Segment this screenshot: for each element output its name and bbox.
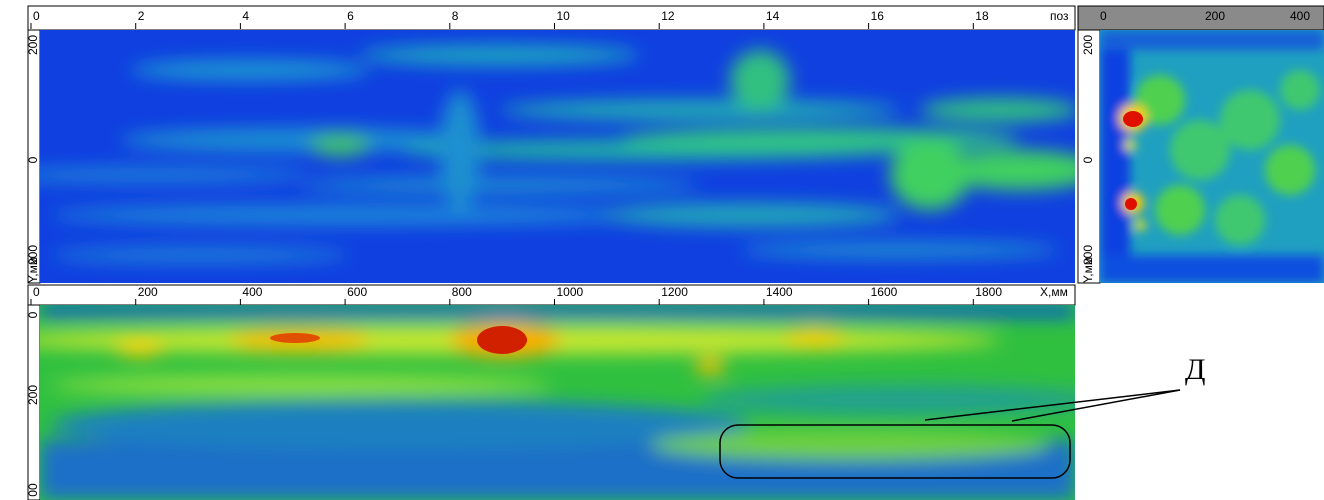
y-tick-label: 200 <box>1081 35 1095 55</box>
y-unit-label: Y,мм <box>26 257 40 283</box>
x-tick-label: 12 <box>661 9 675 23</box>
x-tick-label: 0 <box>33 285 40 299</box>
bottom-ruler <box>27 284 1076 306</box>
side-ruler <box>1077 5 1324 31</box>
x-tick-label: 200 <box>138 285 158 299</box>
y-unit-label: Y,мм <box>1081 257 1095 283</box>
x-tick-label: 8 <box>452 9 459 23</box>
top-ruler <box>27 5 1076 31</box>
x-tick-label: 1600 <box>871 285 898 299</box>
y-tick-label: 0 <box>26 156 40 163</box>
x-tick-label: 1800 <box>975 285 1002 299</box>
y-tick-label: 200 <box>26 245 40 265</box>
annotation-label: Д <box>1185 353 1205 386</box>
x-unit-label: X,мм <box>1040 285 1068 299</box>
x-tick-label: 10 <box>557 9 571 23</box>
y-tick-label: 0 <box>1081 156 1095 163</box>
x-tick-label: 600 <box>347 285 367 299</box>
x-tick-label: 400 <box>1290 9 1310 23</box>
x-tick-label: 6 <box>347 9 354 23</box>
highlight-region <box>719 424 1071 479</box>
bottom-heatmap <box>40 305 1075 500</box>
x-tick-label: 800 <box>452 285 472 299</box>
x-tick-label: 0 <box>1100 9 1107 23</box>
x-tick-label: 1400 <box>766 285 793 299</box>
x-tick-label: 0 <box>33 9 40 23</box>
x-tick-label: 1200 <box>661 285 688 299</box>
x-tick-label: 2 <box>138 9 145 23</box>
x-tick-label: 4 <box>242 9 249 23</box>
side-heatmap <box>1100 30 1324 283</box>
top-heatmap <box>40 30 1075 283</box>
x-tick-label: 14 <box>766 9 780 23</box>
y-tick-label: 200 <box>26 385 40 405</box>
x-tick-label: 16 <box>871 9 885 23</box>
pointer-line <box>924 389 1181 421</box>
x-unit-label: поз <box>1050 9 1069 23</box>
y-tick-label: 200 <box>26 35 40 55</box>
x-tick-label: 400 <box>242 285 262 299</box>
x-tick-label: 200 <box>1205 9 1225 23</box>
y-tick-label: 200 <box>1081 245 1095 265</box>
y-tick-label: 0 <box>26 311 40 318</box>
x-tick-label: 18 <box>975 9 989 23</box>
x-tick-label: 1000 <box>557 285 584 299</box>
y-tick-label: 00 <box>26 483 40 497</box>
pointer-line <box>1011 389 1181 422</box>
